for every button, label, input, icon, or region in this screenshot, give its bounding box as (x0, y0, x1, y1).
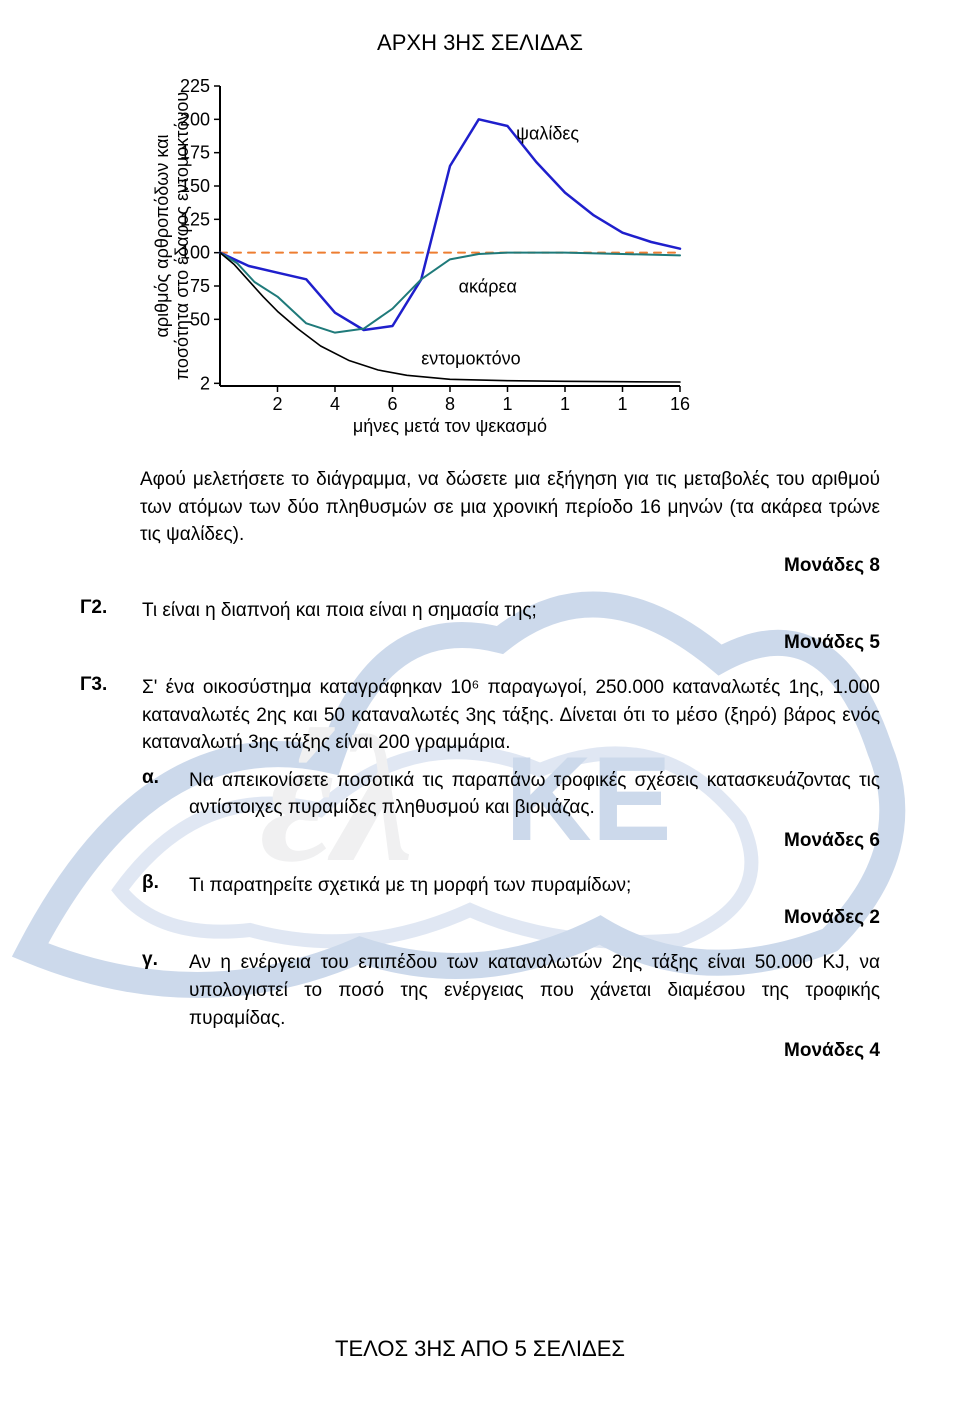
intro-paragraph: Αφού μελετήσετε το διάγραμμα, να δώσετε … (140, 466, 880, 549)
svg-text:75: 75 (190, 276, 210, 296)
g2-text: Τι είναι η διαπνοή και ποια είναι η σημα… (142, 597, 880, 625)
svg-text:αριθμός αρθροπόδων και: αριθμός αρθροπόδων και (152, 134, 172, 337)
page-footer: ΤΕΛΟΣ 3ΗΣ ΑΠΟ 5 ΣΕΛΙΔΕΣ (0, 1336, 960, 1362)
svg-text:50: 50 (190, 309, 210, 329)
g2-points: Μονάδες 5 (80, 632, 880, 654)
g3b-label: β. (142, 872, 167, 906)
svg-text:ψαλίδες: ψαλίδες (516, 123, 579, 143)
svg-text:ακάρεα: ακάρεα (459, 277, 517, 297)
g3b-text: Τι παρατηρείτε σχετικά με τη μορφή των π… (189, 872, 880, 900)
chart-svg: 25075100125150175200225246811116μήνες με… (150, 76, 710, 436)
g3a-points: Μονάδες 6 (142, 830, 880, 852)
svg-text:1: 1 (617, 394, 627, 414)
g3c: γ. Αν η ενέργεια του επιπέδου των κατανα… (142, 949, 880, 1038)
g3-intro: Σ' ένα οικοσύστημα καταγράφηκαν 10⁶ παρα… (142, 674, 880, 757)
svg-text:2: 2 (272, 394, 282, 414)
svg-text:2: 2 (200, 373, 210, 393)
svg-text:4: 4 (330, 394, 340, 414)
intro-points: Μονάδες 8 (80, 555, 880, 577)
svg-text:6: 6 (387, 394, 397, 414)
g3a: α. Να απεικονίσετε ποσοτικά τις παραπάνω… (142, 767, 880, 828)
svg-text:8: 8 (445, 394, 455, 414)
svg-text:εντομοκτόνο: εντομοκτόνο (421, 349, 520, 369)
g3c-points: Μονάδες 4 (142, 1040, 880, 1062)
g3b-points: Μονάδες 2 (142, 907, 880, 929)
svg-text:16: 16 (670, 394, 690, 414)
g3b: β. Τι παρατηρείτε σχετικά με τη μορφή τω… (142, 872, 880, 906)
question-g2: Γ2. Τι είναι η διαπνοή και ποια είναι η … (80, 597, 880, 631)
svg-text:μήνες μετά τον ψεκασμό: μήνες μετά τον ψεκασμό (353, 416, 547, 436)
g3c-label: γ. (142, 949, 167, 1038)
g3a-text: Να απεικονίσετε ποσοτικά τις παραπάνω τρ… (189, 767, 880, 822)
question-g3: Γ3. Σ' ένα οικοσύστημα καταγράφηκαν 10⁶ … (80, 674, 880, 1082)
g3a-label: α. (142, 767, 167, 828)
g2-label: Γ2. (80, 597, 120, 631)
population-chart: 25075100125150175200225246811116μήνες με… (150, 76, 880, 436)
page-header: ΑΡΧΗ 3ΗΣ ΣΕΛΙΔΑΣ (80, 30, 880, 56)
svg-text:1: 1 (502, 394, 512, 414)
g3c-text: Αν η ενέργεια του επιπέδου των καταναλωτ… (189, 949, 880, 1032)
svg-text:ποσότητα στο έδαφος εντομοκτόν: ποσότητα στο έδαφος εντομοκτόνου (172, 92, 192, 380)
svg-text:1: 1 (560, 394, 570, 414)
g3-label: Γ3. (80, 674, 120, 1082)
